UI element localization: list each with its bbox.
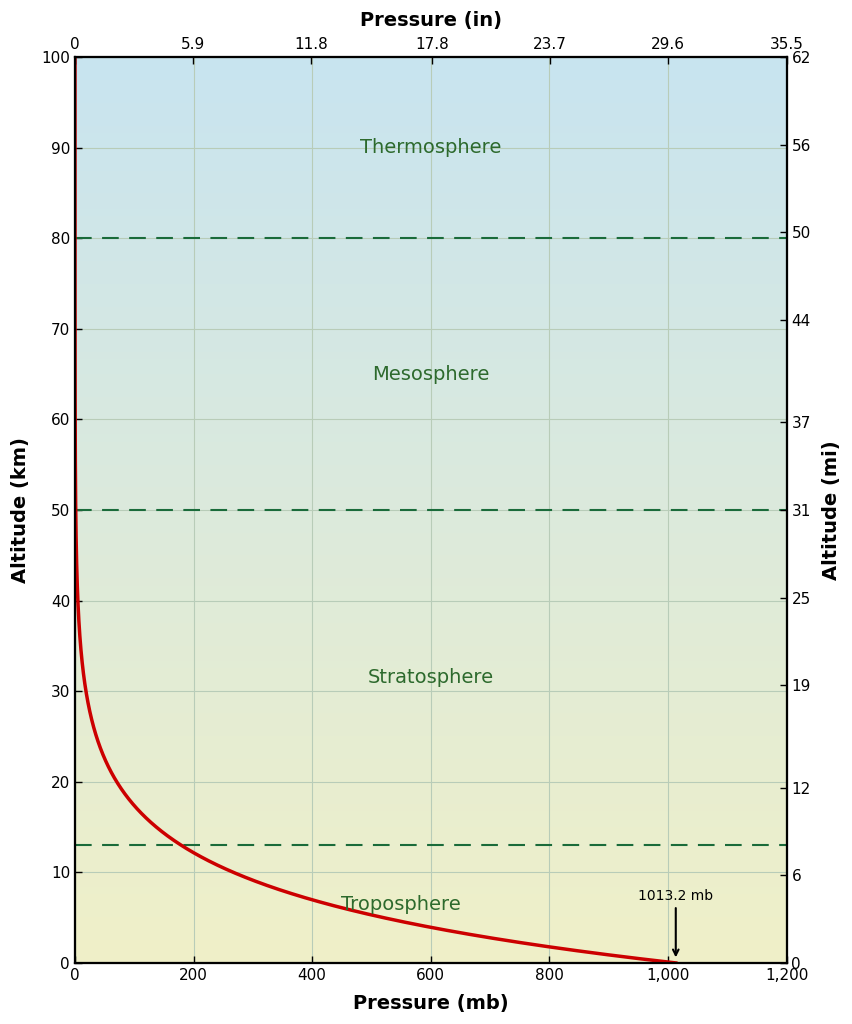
Y-axis label: Altitude (km): Altitude (km) xyxy=(11,437,30,583)
Y-axis label: Altitude (mi): Altitude (mi) xyxy=(822,440,841,580)
Text: Troposphere: Troposphere xyxy=(341,895,461,913)
Text: Stratosphere: Stratosphere xyxy=(368,668,494,687)
Text: Mesosphere: Mesosphere xyxy=(372,365,489,384)
Text: 1013.2 mb: 1013.2 mb xyxy=(638,889,713,955)
X-axis label: Pressure (in): Pressure (in) xyxy=(360,11,502,30)
X-axis label: Pressure (mb): Pressure (mb) xyxy=(353,994,509,1013)
Text: Thermosphere: Thermosphere xyxy=(360,138,502,157)
